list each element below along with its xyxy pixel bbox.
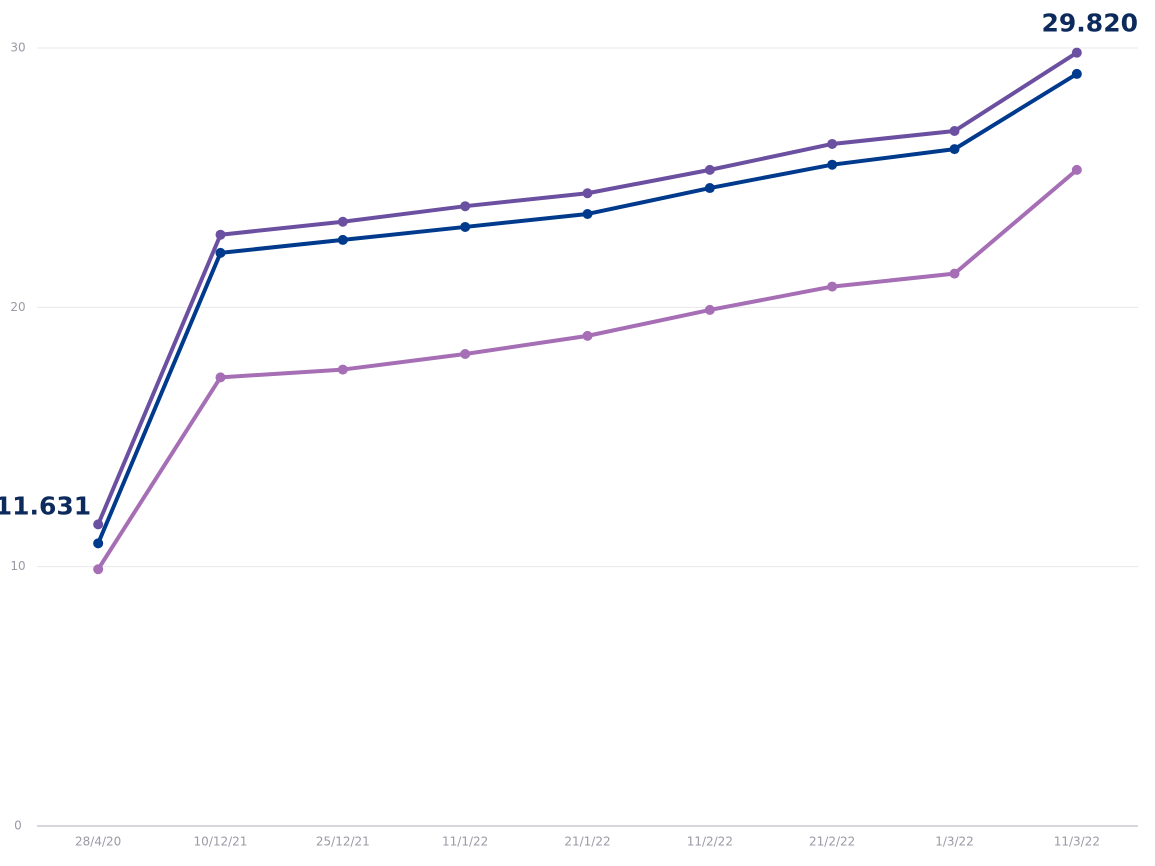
data-point bbox=[949, 268, 960, 279]
data-point bbox=[460, 349, 471, 360]
data-point bbox=[1071, 47, 1082, 58]
data-point bbox=[827, 281, 838, 292]
data-point bbox=[704, 183, 715, 194]
data-point bbox=[93, 564, 104, 575]
data-point bbox=[949, 125, 960, 136]
x-tick-label: 11/2/22 bbox=[687, 835, 733, 849]
data-point bbox=[582, 208, 593, 219]
data-point bbox=[93, 538, 104, 549]
data-point bbox=[704, 304, 715, 315]
data-point bbox=[215, 229, 226, 240]
data-point bbox=[460, 201, 471, 212]
x-tick-label: 25/12/21 bbox=[316, 835, 370, 849]
x-tick-label: 10/12/21 bbox=[194, 835, 248, 849]
series-line bbox=[96, 72, 1078, 545]
x-tick-label: 1/3/22 bbox=[935, 835, 974, 849]
x-tick-label: 11/3/22 bbox=[1054, 835, 1100, 849]
data-point bbox=[1071, 164, 1082, 175]
y-tick-label: 10 bbox=[10, 559, 25, 573]
x-tick-label: 21/1/22 bbox=[564, 835, 610, 849]
data-point bbox=[337, 364, 348, 375]
data-point bbox=[582, 330, 593, 341]
y-tick-label: 30 bbox=[10, 41, 25, 55]
data-point bbox=[949, 144, 960, 155]
y-tick-label: 20 bbox=[10, 300, 25, 314]
y-tick-label: 0 bbox=[14, 819, 22, 833]
data-point bbox=[704, 164, 715, 175]
data-point bbox=[1071, 68, 1082, 79]
data-point bbox=[827, 159, 838, 170]
data-point bbox=[582, 188, 593, 199]
data-point bbox=[215, 372, 226, 383]
data-point bbox=[460, 221, 471, 232]
series-line bbox=[96, 168, 1079, 571]
data-point bbox=[215, 247, 226, 258]
x-tick-label: 28/4/20 bbox=[75, 835, 121, 849]
data-label: 11.631 bbox=[0, 491, 91, 520]
x-tick-label: 21/2/22 bbox=[809, 835, 855, 849]
data-point bbox=[337, 216, 348, 227]
data-label: 29.820 bbox=[1042, 9, 1138, 38]
data-point bbox=[93, 519, 104, 530]
data-point bbox=[827, 138, 838, 149]
series-line bbox=[96, 50, 1078, 526]
x-tick-label: 11/1/22 bbox=[442, 835, 488, 849]
data-point bbox=[337, 234, 348, 245]
